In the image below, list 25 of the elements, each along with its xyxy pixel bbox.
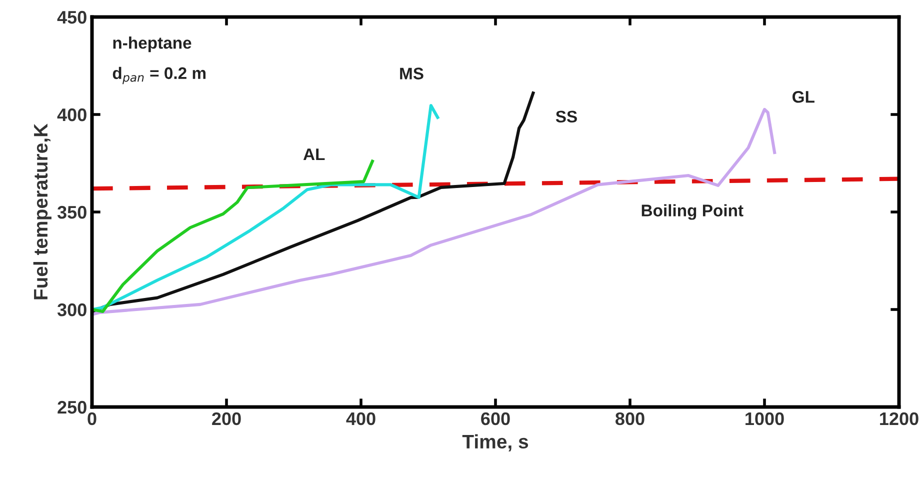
line-series [92,92,535,313]
x-tick-label: 600 [481,412,510,426]
y-axis-title: Fuel temperature,K [33,124,52,300]
x-axis-title: Time, s [462,434,528,452]
y-tick-label: 300 [57,303,86,316]
x-tick-label: 400 [346,412,376,426]
x-tick-label: 0 [88,412,96,426]
series-label: GL [792,90,814,103]
x-tick-label: 1000 [746,412,784,426]
x-tick-label: 1200 [880,412,918,426]
annotation: d$_{pan}$ = 0.2 m [112,66,206,84]
annotation: n-heptane [113,36,192,52]
line-series [92,104,440,312]
line-series [92,108,776,316]
x-tick-label: 200 [212,412,241,426]
annotation: Boiling Point [642,204,744,220]
x-tick-label: 800 [616,412,644,426]
series-label: AL [303,148,325,160]
y-tick-label: 400 [57,108,86,122]
y-tick-label: 350 [57,206,86,219]
series-label: MS [400,68,424,80]
series-label: SS [556,110,577,123]
y-tick-label: 250 [58,400,86,414]
y-tick-label: 450 [57,10,86,24]
line-series [92,160,374,313]
